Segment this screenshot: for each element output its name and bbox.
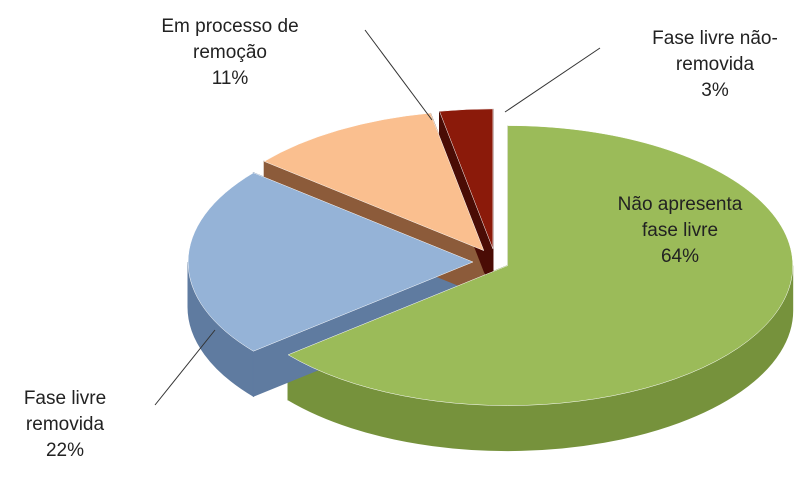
leader-line	[154, 329, 216, 406]
value-label: 64%	[660, 246, 700, 267]
category-label: Fase livre não-removida	[652, 28, 778, 75]
pie-slice	[187, 172, 474, 352]
pie-slice	[263, 112, 485, 252]
data-label: Em processo de remoção 11%	[130, 14, 330, 92]
value-label: 3%	[701, 80, 729, 101]
category-label: Em processo de remoção	[161, 16, 299, 63]
category-label: Não apresenta fase livre	[617, 194, 743, 241]
pie-slice	[287, 125, 794, 406]
leader-line	[364, 29, 433, 121]
data-label: Fase livre não-removida 3%	[615, 26, 811, 104]
pie-slice	[439, 108, 494, 249]
data-label: Fase livre removida 22%	[0, 386, 135, 464]
category-label: Fase livre removida	[23, 388, 107, 435]
leader-line	[504, 47, 601, 113]
data-label: Não apresenta fase livre 64%	[600, 192, 760, 270]
value-label: 22%	[45, 440, 85, 461]
value-label: 11%	[211, 68, 249, 89]
